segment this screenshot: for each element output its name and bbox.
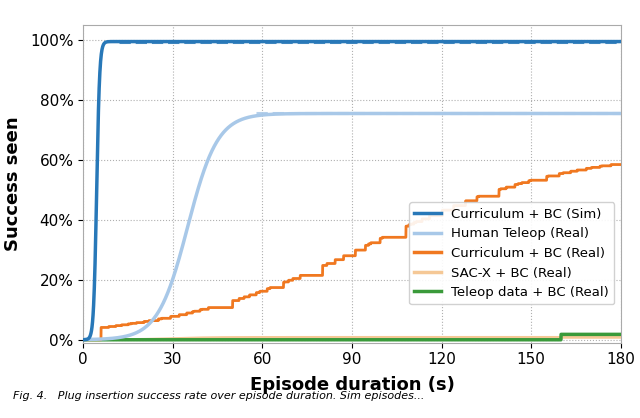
X-axis label: Episode duration (s): Episode duration (s) bbox=[250, 376, 454, 394]
Text: Fig. 4.   Plug insertion success rate over episode duration. Sim episodes...: Fig. 4. Plug insertion success rate over… bbox=[13, 391, 424, 401]
Legend: Curriculum + BC (Sim), Human Teleop (Real), Curriculum + BC (Real), SAC-X + BC (: Curriculum + BC (Sim), Human Teleop (Rea… bbox=[409, 202, 614, 304]
Y-axis label: Success seen: Success seen bbox=[4, 117, 22, 251]
